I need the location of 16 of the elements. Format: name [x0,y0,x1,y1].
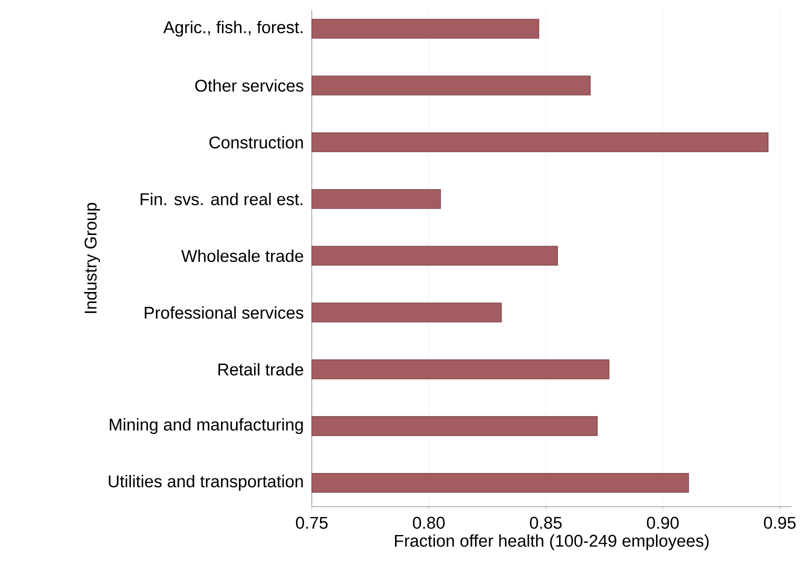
x-tick-label: 0.80 [412,516,445,529]
y-tick-label: Fin. svs. and real est. [140,192,302,206]
x-tick-label: 0.90 [646,516,679,529]
y-axis-title: Industry Group [84,203,100,314]
y-tick-label: Professional services [144,306,304,319]
y-tick-label: Other services [195,79,304,92]
y-tick-label: Utilities and transportation [108,475,303,491]
y-tick-label: Retail trade [218,363,304,376]
y-tick-label: Agric., fish., forest. [163,20,302,37]
y-tick-label: Mining and manufacturing [110,418,303,434]
x-axis-title: Fraction offer health (100-249 employees) [395,534,709,550]
x-tick-label: 0.95 [764,516,796,529]
y-tick-label: Construction [209,136,303,149]
y-tick-label: Wholesale trade [181,250,304,262]
x-tick-label: 0.85 [530,516,562,529]
x-tick-label: 0.75 [296,516,328,529]
